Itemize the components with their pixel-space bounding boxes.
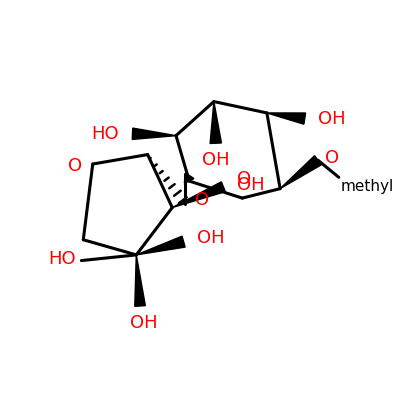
Text: O: O [195, 191, 209, 209]
Polygon shape [172, 182, 225, 208]
Text: O: O [237, 170, 251, 188]
Polygon shape [135, 255, 145, 306]
Text: OH: OH [202, 151, 230, 169]
Polygon shape [136, 236, 185, 255]
Text: OH: OH [236, 176, 264, 194]
Polygon shape [210, 102, 222, 144]
Text: O: O [68, 157, 82, 175]
Text: OH: OH [318, 110, 346, 128]
Text: OH: OH [130, 314, 158, 332]
Text: OH: OH [197, 229, 224, 247]
Polygon shape [132, 128, 176, 140]
Text: O: O [325, 149, 339, 167]
Polygon shape [280, 156, 321, 189]
Text: methyl: methyl [341, 179, 394, 194]
Polygon shape [267, 113, 306, 124]
Text: HO: HO [48, 250, 76, 268]
Text: HO: HO [92, 125, 119, 143]
